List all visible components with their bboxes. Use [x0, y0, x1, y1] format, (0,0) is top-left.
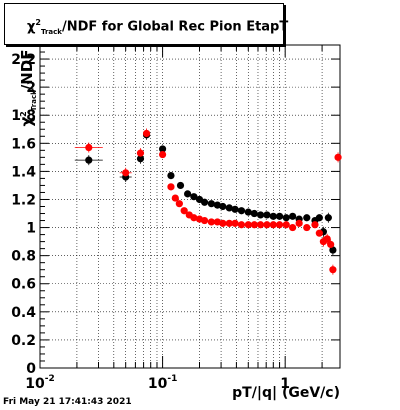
y-tick-label: 0.8: [11, 249, 36, 265]
data-point-black: [136, 155, 145, 163]
x-tick-label: 10-2: [25, 374, 54, 392]
data-point-red: [207, 218, 215, 226]
data-point-black: [158, 145, 167, 153]
data-point-red: [256, 221, 265, 229]
data-point-red: [175, 200, 183, 208]
plot-frame: [39, 44, 341, 369]
y-tick-label: 1.6: [11, 136, 36, 152]
data-point-red: [225, 219, 233, 227]
data-point-red: [269, 221, 277, 229]
data-point-black: [324, 214, 332, 222]
data-point-red: [263, 221, 271, 229]
data-point-black: [225, 204, 233, 212]
data-point-red: [190, 214, 198, 222]
data-point-black: [219, 202, 227, 211]
data-point-black: [167, 172, 175, 180]
data-point-black: [269, 212, 277, 220]
y-tick-label: 1.8: [11, 108, 36, 124]
data-point-red: [167, 183, 175, 191]
data-point-red: [237, 221, 246, 229]
data-point-black: [256, 211, 265, 219]
data-point-red: [85, 143, 93, 152]
x-tick-label: 1: [280, 376, 290, 392]
data-point-red: [334, 153, 342, 161]
grid: [39, 45, 340, 368]
y-tick-label: 0.4: [11, 305, 36, 321]
data-point-black: [303, 214, 311, 222]
data-point-red: [289, 223, 297, 232]
axis-ticks: 0 0.2 0.4 0.6 0.8 1 1.2 1.4 1.6 1.8 2 2.2 10-2 10-1 1: [11, 45, 340, 392]
y-tick-label: 0: [26, 361, 36, 377]
data-point-black: [315, 214, 323, 222]
data-point-red: [158, 150, 167, 159]
data-point-black: [282, 214, 290, 222]
data-point-red: [275, 221, 284, 229]
data-point-red: [323, 235, 331, 243]
data-point-red: [295, 219, 303, 227]
data-point-black: [213, 201, 222, 209]
y-tick-label: 2.2: [11, 52, 36, 68]
y-tick-label: 1.2: [11, 192, 36, 208]
data-point-red: [171, 194, 179, 202]
data-point-red: [180, 207, 188, 215]
data-point-black: [275, 212, 284, 220]
data-point-black: [329, 246, 337, 254]
data-point-black: [289, 212, 297, 220]
data-point-red: [311, 221, 319, 229]
data-point-red: [329, 266, 337, 274]
y-tick-label: 2: [26, 80, 36, 96]
data-point-red: [231, 219, 239, 227]
data-point-red: [250, 221, 258, 229]
y-tick-label: 1: [26, 221, 36, 237]
data-point-black: [176, 181, 185, 190]
data-point-black: [85, 156, 93, 164]
chart-title-box: χ2Track/NDF for Global Rec Pion EtapT: [4, 3, 288, 45]
data-point-red: [315, 229, 323, 237]
data-point-black: [184, 190, 192, 198]
x-axis-label: pT/|q| (GeV/c): [232, 385, 340, 401]
data-point-black: [207, 200, 215, 208]
timestamp-footer: Fri May 21 17:41:43 2021: [3, 397, 132, 407]
data-point-black: [190, 193, 198, 201]
y-tick-label: 1.4: [11, 164, 36, 180]
data-point-red: [136, 149, 145, 157]
data-point-black: [200, 198, 209, 206]
y-tick-label: 0.2: [11, 333, 36, 349]
data-point-red: [200, 216, 209, 225]
data-point-red: [244, 221, 252, 229]
data-point-black: [237, 207, 246, 215]
data-point-black: [250, 209, 258, 218]
x-tick-label: 10-1: [148, 374, 177, 392]
data-point-black: [263, 211, 271, 219]
y-axis-label: χ2Track/NDF: [18, 49, 38, 127]
data-point-red: [219, 219, 227, 227]
y-tick-label: 0.6: [11, 277, 36, 293]
data-point-red: [327, 240, 335, 249]
data-point-black: [244, 208, 252, 216]
data-point-red: [282, 221, 290, 229]
data-point-red: [213, 218, 222, 226]
data-point-red: [122, 169, 130, 177]
data-point-red: [303, 223, 311, 232]
data-point-red: [142, 129, 151, 138]
data-points: [85, 129, 342, 274]
data-point-black: [231, 205, 239, 213]
chart-title: χ2Track/NDF for Global Rec Pion EtapT: [27, 18, 289, 36]
